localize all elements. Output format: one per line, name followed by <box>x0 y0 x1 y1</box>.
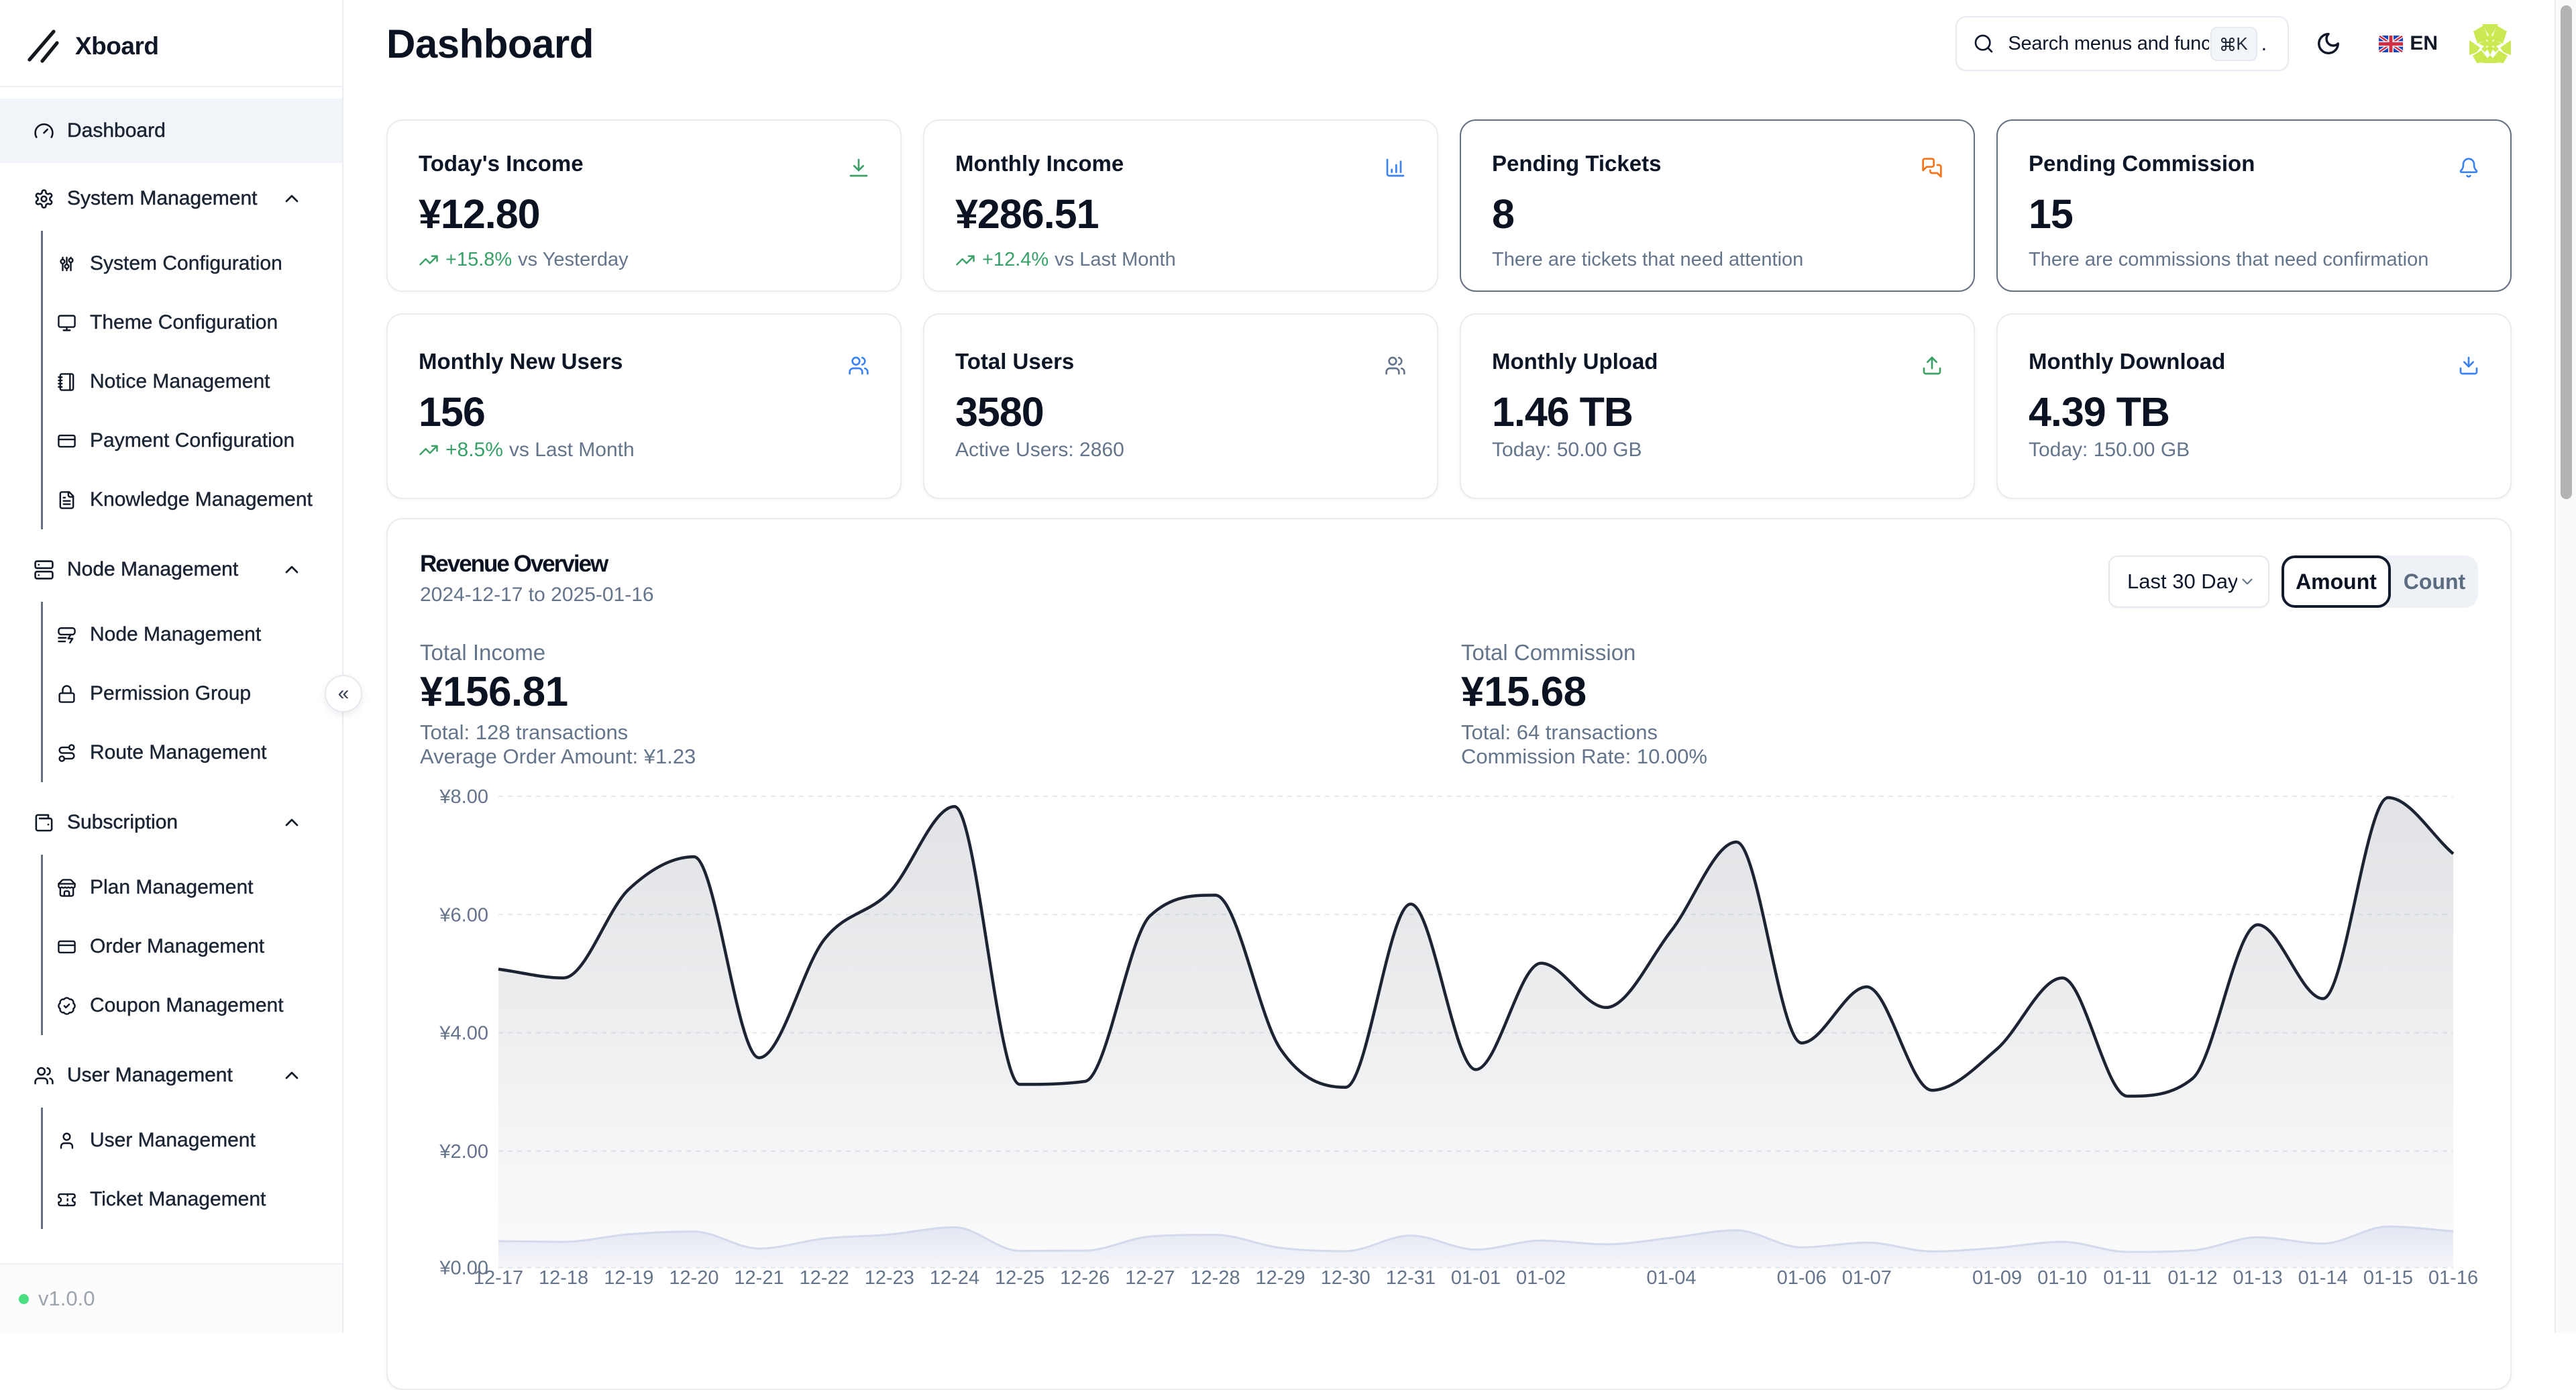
svg-text:12-24: 12-24 <box>930 1267 979 1289</box>
svg-text:12-21: 12-21 <box>734 1267 784 1289</box>
svg-text:12-31: 12-31 <box>1386 1267 1436 1289</box>
svg-text:12-28: 12-28 <box>1190 1267 1240 1289</box>
svg-text:01-12: 01-12 <box>2167 1267 2217 1289</box>
svg-text:¥6.00: ¥6.00 <box>439 904 488 926</box>
svg-text:¥2.00: ¥2.00 <box>439 1141 488 1163</box>
svg-text:01-09: 01-09 <box>1972 1267 2022 1289</box>
svg-text:01-07: 01-07 <box>1842 1267 1892 1289</box>
svg-text:01-14: 01-14 <box>2298 1267 2348 1289</box>
svg-text:12-18: 12-18 <box>539 1267 588 1289</box>
svg-text:01-10: 01-10 <box>2037 1267 2087 1289</box>
svg-text:12-17: 12-17 <box>474 1267 523 1289</box>
svg-text:01-01: 01-01 <box>1451 1267 1501 1289</box>
svg-text:¥8.00: ¥8.00 <box>439 786 488 808</box>
svg-text:12-23: 12-23 <box>865 1267 914 1289</box>
svg-text:12-20: 12-20 <box>669 1267 718 1289</box>
svg-text:01-16: 01-16 <box>2428 1267 2478 1289</box>
svg-text:01-15: 01-15 <box>2363 1267 2413 1289</box>
svg-text:01-06: 01-06 <box>1777 1267 1827 1289</box>
svg-text:01-13: 01-13 <box>2233 1267 2283 1289</box>
svg-text:¥4.00: ¥4.00 <box>439 1023 488 1045</box>
svg-text:12-30: 12-30 <box>1321 1267 1371 1289</box>
svg-text:12-25: 12-25 <box>995 1267 1044 1289</box>
svg-text:12-27: 12-27 <box>1125 1267 1175 1289</box>
svg-text:12-22: 12-22 <box>800 1267 849 1289</box>
svg-text:12-26: 12-26 <box>1060 1267 1110 1289</box>
svg-text:01-04: 01-04 <box>1646 1267 1696 1289</box>
svg-text:¥0.00: ¥0.00 <box>439 1258 488 1279</box>
svg-text:12-19: 12-19 <box>604 1267 653 1289</box>
svg-text:01-11: 01-11 <box>2103 1267 2151 1289</box>
svg-text:01-02: 01-02 <box>1516 1267 1566 1289</box>
svg-text:12-29: 12-29 <box>1256 1267 1305 1289</box>
